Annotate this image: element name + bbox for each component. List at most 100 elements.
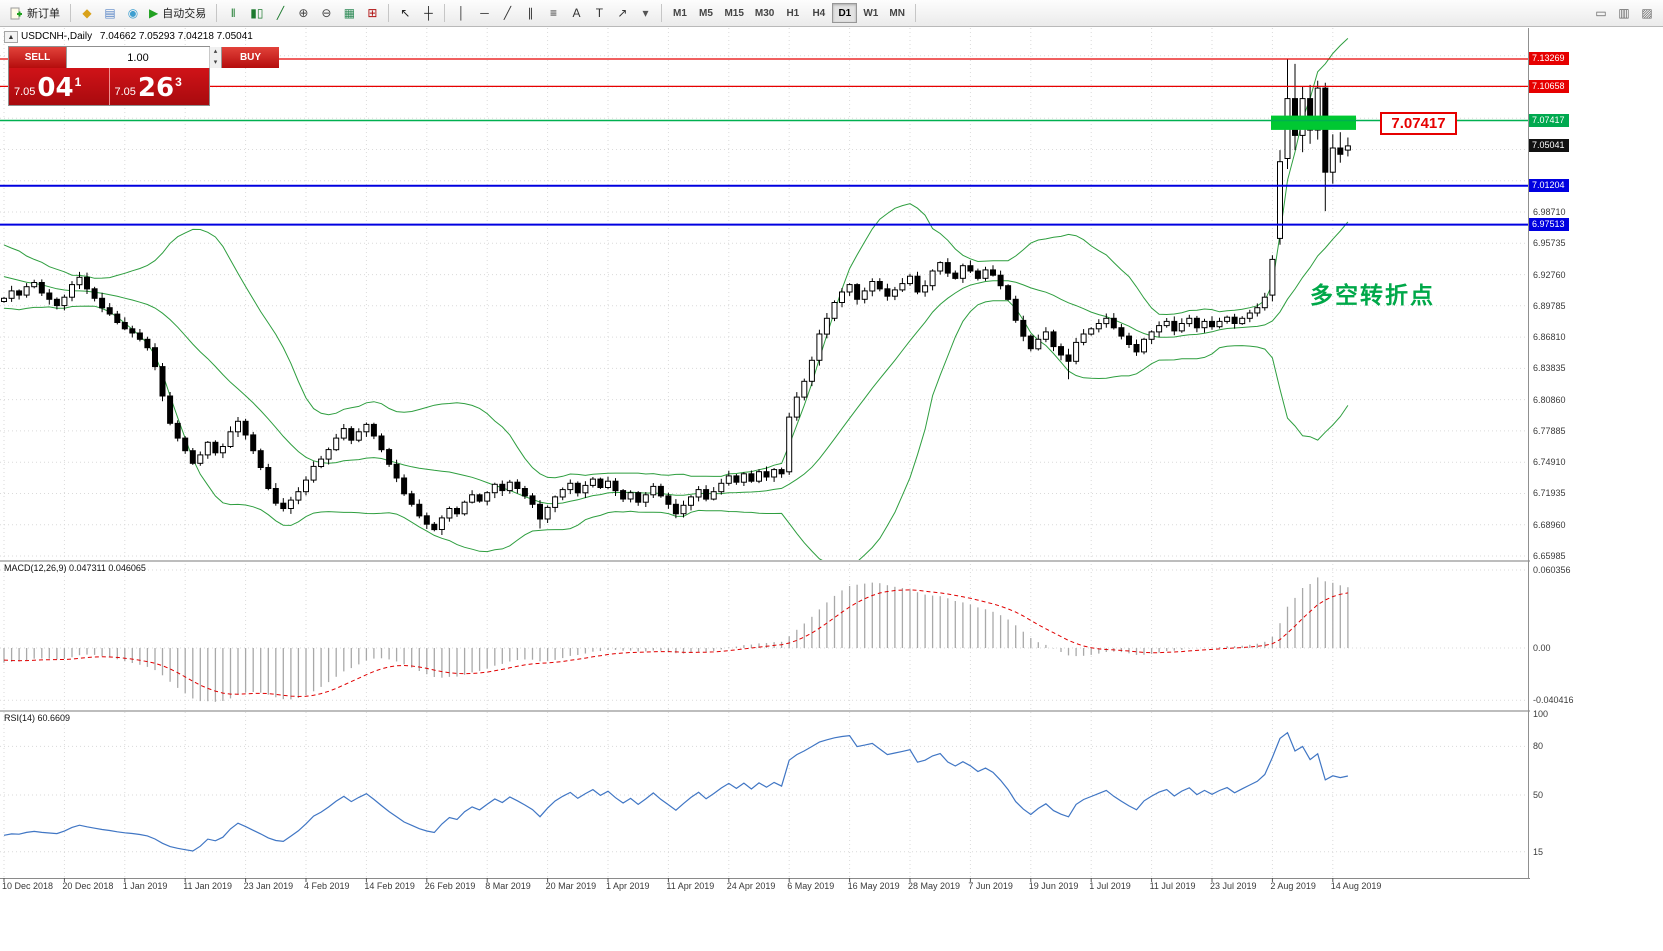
timeframe-m5-button[interactable]: M5 bbox=[699, 7, 713, 19]
buy-price-sup: 3 bbox=[175, 75, 182, 89]
date-label: 11 Apr 2019 bbox=[666, 881, 715, 891]
ohlc-values: 7.04662 7.05293 7.04218 7.05041 bbox=[99, 31, 253, 42]
text-icon[interactable]: A bbox=[572, 6, 581, 20]
timeframe-h1-button[interactable]: H1 bbox=[786, 7, 800, 19]
macd-axis-label: -0.040416 bbox=[1533, 695, 1574, 706]
trade-panel-collapse-button[interactable]: ▲ bbox=[4, 31, 18, 43]
toolbar-separator bbox=[388, 4, 390, 22]
price-axis-label: 6.95735 bbox=[1533, 238, 1566, 249]
price-tag: 7.05041 bbox=[1529, 138, 1569, 152]
rsi-axis-label: 50 bbox=[1533, 790, 1544, 800]
crosshair-icon[interactable]: ┼ bbox=[424, 6, 433, 20]
price-axis-label: 6.77885 bbox=[1533, 425, 1566, 436]
refresh-icon[interactable]: ◉ bbox=[127, 6, 139, 20]
volume-box: ▴ ▾ bbox=[66, 47, 222, 68]
autotrading-button[interactable]: ▶ 自动交易 bbox=[144, 2, 211, 24]
macd-label: MACD(12,26,9) 0.047311 0.046065 bbox=[4, 563, 146, 573]
toolbar-right-icons: ▭ ▥ ▨ bbox=[1590, 2, 1658, 24]
fibonacci-icon[interactable]: ≡ bbox=[549, 6, 557, 20]
collapse-arrow-icon: ▲ bbox=[7, 33, 15, 41]
sell-button[interactable]: SELL bbox=[9, 47, 66, 68]
profiles-icon[interactable]: ▤ bbox=[104, 6, 116, 20]
price-tag: 7.10658 bbox=[1529, 79, 1569, 93]
rsi-axis-label: 80 bbox=[1533, 741, 1544, 752]
new-order-label: 新订单 bbox=[27, 8, 60, 20]
toolbar-separator bbox=[661, 4, 663, 22]
channel-icon[interactable]: ∥ bbox=[527, 6, 534, 20]
date-label: 2 Aug 2019 bbox=[1270, 881, 1316, 891]
timeframe-m15-button[interactable]: M15 bbox=[724, 7, 744, 19]
zoom-in-icon[interactable]: ⊕ bbox=[298, 6, 309, 20]
rsi-layer bbox=[3, 731, 1349, 852]
date-label: 23 Jan 2019 bbox=[243, 881, 294, 891]
date-label: 26 Feb 2019 bbox=[424, 881, 476, 891]
volume-decrease-button[interactable]: ▾ bbox=[210, 57, 221, 68]
chart-svg[interactable] bbox=[0, 28, 1530, 888]
buy-button[interactable]: BUY bbox=[222, 47, 279, 68]
arrows-tool-icon[interactable]: ↗ bbox=[617, 6, 628, 20]
cursor-icon[interactable]: ↖ bbox=[400, 6, 411, 20]
line-chart-mode-icon[interactable]: ╱ bbox=[276, 6, 285, 20]
arrows-dropdown-icon[interactable]: ▾ bbox=[642, 6, 649, 20]
buy-price-area[interactable]: 7.05 26 3 bbox=[108, 68, 210, 105]
sell-price-small: 7.05 bbox=[14, 86, 36, 98]
trade-panel-top-row: SELL ▴ ▾ BUY bbox=[9, 47, 279, 68]
chart-symbol-title: USDCNH-,Daily 7.04662 7.05293 7.04218 7.… bbox=[21, 31, 258, 42]
toolbar-separator bbox=[70, 4, 71, 22]
indicators-icon[interactable]: ⊞ bbox=[367, 6, 378, 20]
highlight-box bbox=[1271, 115, 1356, 130]
toolbar-chart-icons: ‖ ▮▯ ╱ ⊕ ⊖ ▦ ⊞ bbox=[222, 2, 383, 24]
label-icon[interactable]: T bbox=[595, 6, 604, 20]
date-label: 16 May 2019 bbox=[847, 881, 900, 891]
timeframe-mn-button[interactable]: MN bbox=[889, 7, 905, 19]
timeframe-m30-button[interactable]: M30 bbox=[754, 7, 775, 19]
new-chart-icon[interactable]: ◆ bbox=[82, 6, 92, 20]
window-list-icon[interactable]: ▥ bbox=[1618, 6, 1630, 20]
timeframe-h4-button[interactable]: H4 bbox=[812, 7, 826, 19]
date-label: 14 Aug 2019 bbox=[1330, 881, 1382, 891]
macd-axis-label: 0.00 bbox=[1533, 643, 1551, 653]
price-annotation-label[interactable]: 7.07417 bbox=[1380, 112, 1457, 135]
price-axis-label: 6.89785 bbox=[1533, 300, 1566, 311]
timeframe-d1-button[interactable]: D1 bbox=[832, 3, 858, 23]
trendline-icon[interactable]: ╱ bbox=[503, 6, 512, 20]
price-tag: 7.13269 bbox=[1529, 52, 1569, 66]
timeframe-m1-button[interactable]: M1 bbox=[673, 7, 687, 19]
date-label: 20 Mar 2019 bbox=[545, 881, 597, 891]
symbol-period: USDCNH-,Daily bbox=[21, 31, 93, 42]
vertical-line-icon[interactable]: │ bbox=[457, 6, 466, 20]
horizontal-line-icon[interactable]: ─ bbox=[480, 6, 489, 20]
price-axis-label: 6.74910 bbox=[1533, 457, 1566, 468]
toolbar-separator bbox=[914, 4, 916, 22]
macd-axis-label: 0.060356 bbox=[1533, 565, 1571, 576]
price-axis-label: 6.98710 bbox=[1533, 207, 1566, 217]
price-scale-border bbox=[1528, 28, 1529, 879]
autotrading-label: 自动交易 bbox=[162, 8, 207, 20]
rsi-label: RSI(14) 60.6609 bbox=[4, 713, 71, 723]
buy-price-big: 26 bbox=[137, 73, 175, 103]
date-label: 24 Apr 2019 bbox=[726, 881, 776, 891]
chart-objects-icon[interactable]: ▭ bbox=[1595, 6, 1607, 20]
date-label: 7 Jun 2019 bbox=[968, 881, 1013, 891]
docking-icon[interactable]: ▨ bbox=[1641, 6, 1653, 20]
sell-price-sup: 1 bbox=[74, 75, 82, 89]
sell-price-area[interactable]: 7.05 04 1 bbox=[9, 68, 109, 105]
bar-chart-mode-icon[interactable]: ‖ bbox=[230, 6, 236, 20]
timeframe-w1-button[interactable]: W1 bbox=[863, 7, 879, 19]
rsi-axis-label: 15 bbox=[1533, 846, 1544, 857]
price-axis-label: 6.92760 bbox=[1533, 269, 1566, 280]
price-axis-label: 6.65985 bbox=[1533, 550, 1566, 561]
candlestick-mode-icon[interactable]: ▮▯ bbox=[250, 6, 264, 20]
new-order-button[interactable]: 新订单 bbox=[5, 2, 65, 24]
zoom-out-icon[interactable]: ⊖ bbox=[321, 6, 332, 20]
date-label: 20 Dec 2018 bbox=[62, 881, 114, 891]
volume-spinner: ▴ ▾ bbox=[209, 47, 221, 68]
toolbar-left-icons: ◆ ▤ ◉ bbox=[76, 2, 144, 24]
volume-increase-button[interactable]: ▴ bbox=[210, 47, 221, 58]
volume-input[interactable] bbox=[67, 47, 209, 68]
one-click-trading-panel: SELL ▴ ▾ BUY 7.05 04 1 7.05 bbox=[8, 46, 279, 106]
tile-windows-icon[interactable]: ▦ bbox=[343, 6, 356, 20]
price-axis-label: 6.86810 bbox=[1533, 332, 1566, 343]
macd-layer bbox=[3, 577, 1349, 702]
